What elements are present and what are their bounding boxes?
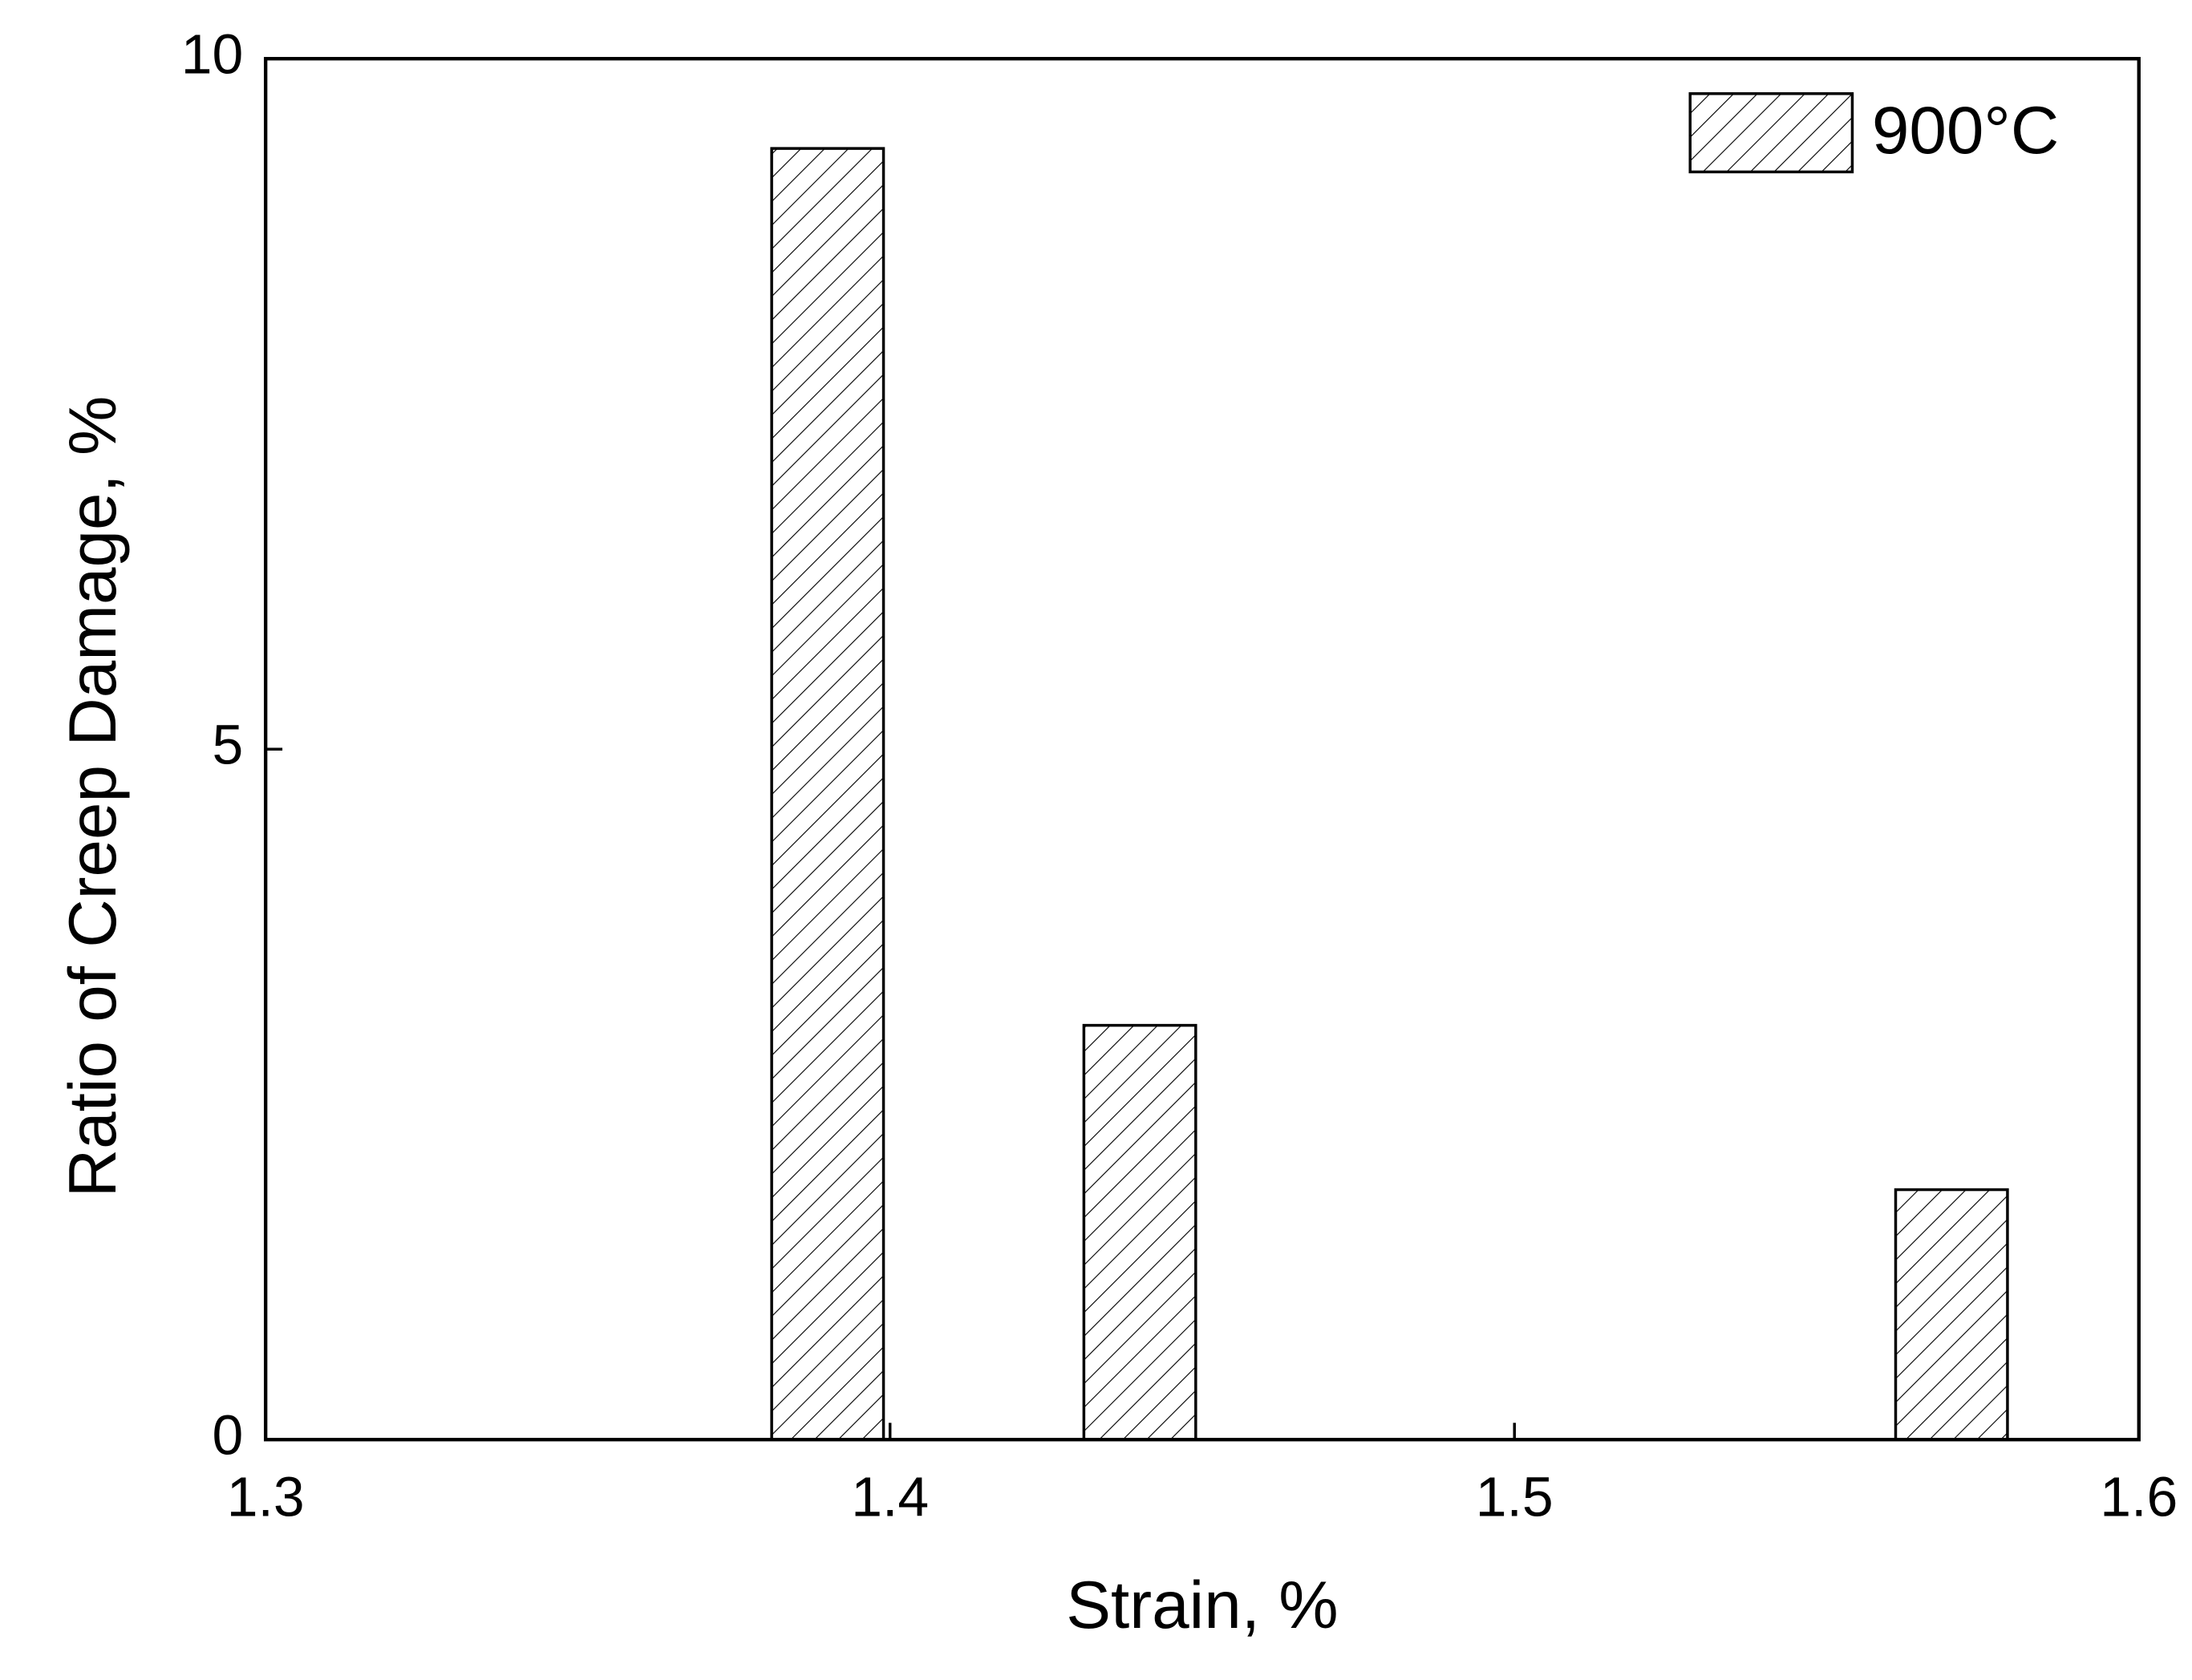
plot-frame: [263, 57, 2141, 1442]
y-tick-label: 5: [213, 714, 244, 776]
bar: [1082, 1023, 1197, 1441]
bar: [1894, 1188, 2009, 1441]
legend-swatch: [1688, 92, 1854, 174]
x-tick-label: 1.3: [227, 1465, 305, 1528]
legend-label: 900°C: [1872, 92, 2059, 168]
x-tick-label: 1.4: [851, 1465, 929, 1528]
x-tick-label: 1.6: [2100, 1465, 2178, 1528]
x-tick-label: 1.5: [1476, 1465, 1554, 1528]
y-tick-label: 10: [181, 23, 244, 86]
bar: [770, 147, 885, 1441]
y-tick-label: 0: [213, 1404, 244, 1467]
y-axis-label: Ratio of Creep Damage, %: [55, 396, 130, 1198]
x-axis-label: Strain, %: [1066, 1567, 1338, 1642]
